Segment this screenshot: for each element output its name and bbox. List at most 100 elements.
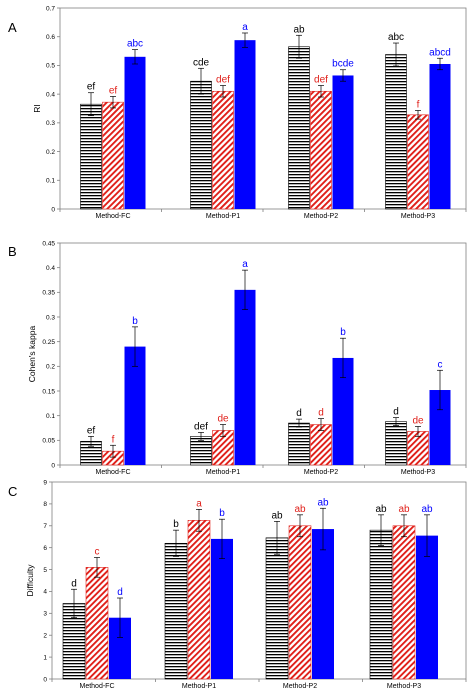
bar bbox=[332, 75, 354, 209]
bar bbox=[332, 357, 354, 465]
bar bbox=[234, 289, 256, 465]
bar bbox=[187, 520, 211, 680]
y-axis-label: RI bbox=[32, 104, 42, 113]
x-category-label: Method-P1 bbox=[206, 213, 240, 220]
bar bbox=[416, 535, 438, 679]
significance-label: ef bbox=[87, 82, 96, 93]
significance-label: a bbox=[196, 498, 202, 509]
bar bbox=[212, 90, 234, 210]
y-tick-label: 0 bbox=[51, 462, 55, 469]
significance-label: ef bbox=[109, 85, 118, 96]
significance-label: a bbox=[242, 259, 248, 270]
x-category-label: Method-FC bbox=[79, 683, 114, 690]
significance-label: ef bbox=[87, 425, 96, 436]
significance-label: abc bbox=[388, 32, 404, 43]
significance-label: ab bbox=[421, 504, 433, 515]
bar bbox=[429, 390, 451, 465]
x-category-label: Method-P2 bbox=[304, 469, 338, 476]
y-tick-label: 0.05 bbox=[42, 438, 55, 445]
bar bbox=[211, 538, 233, 679]
bar bbox=[190, 80, 212, 210]
x-category-label: Method-P1 bbox=[206, 469, 240, 476]
y-tick-label: 0.2 bbox=[46, 364, 55, 371]
bar bbox=[124, 56, 146, 209]
significance-label: c bbox=[438, 359, 443, 370]
y-tick-label: 0.1 bbox=[46, 413, 55, 420]
bar bbox=[407, 114, 429, 210]
y-tick-label: 0.3 bbox=[46, 120, 55, 127]
significance-label: ab bbox=[317, 497, 329, 508]
y-axis-label: Difficulty bbox=[25, 564, 35, 597]
significance-label: b bbox=[132, 316, 138, 327]
significance-label: b bbox=[219, 508, 225, 519]
x-category-label: Method-P3 bbox=[401, 469, 435, 476]
y-tick-label: 0.7 bbox=[46, 5, 55, 12]
x-category-label: Method-FC bbox=[95, 469, 130, 476]
bar bbox=[288, 46, 310, 210]
panel-letter: C bbox=[8, 484, 17, 499]
y-tick-label: 0 bbox=[43, 676, 47, 683]
bar bbox=[102, 101, 124, 210]
significance-label: f bbox=[417, 100, 420, 111]
y-tick-label: 6 bbox=[43, 545, 47, 552]
significance-label: ab bbox=[294, 504, 306, 515]
y-tick-label: 7 bbox=[43, 523, 47, 530]
bar bbox=[109, 617, 131, 679]
significance-label: d bbox=[393, 407, 399, 418]
significance-label: ab bbox=[271, 510, 283, 521]
y-tick-label: 0.15 bbox=[42, 388, 55, 395]
bar bbox=[124, 346, 146, 465]
bar bbox=[265, 537, 289, 680]
significance-label: abcd bbox=[429, 47, 451, 58]
bar bbox=[385, 54, 407, 210]
y-tick-label: 2 bbox=[43, 633, 47, 640]
significance-label: def bbox=[216, 75, 230, 86]
y-tick-label: 5 bbox=[43, 567, 47, 574]
panel-letter: A bbox=[8, 20, 17, 35]
significance-label: b bbox=[340, 327, 346, 338]
y-tick-label: 8 bbox=[43, 501, 47, 508]
bar bbox=[85, 567, 109, 680]
panel-letter: B bbox=[8, 244, 17, 259]
y-tick-label: 0.6 bbox=[46, 34, 55, 41]
y-tick-label: 0.45 bbox=[42, 240, 55, 247]
bar bbox=[164, 542, 188, 680]
significance-label: def bbox=[314, 75, 328, 86]
significance-label: d bbox=[71, 578, 77, 589]
bar bbox=[369, 529, 393, 680]
significance-label: a bbox=[242, 22, 248, 33]
y-tick-label: 0.2 bbox=[46, 149, 55, 156]
bar bbox=[310, 90, 332, 210]
significance-label: de bbox=[217, 414, 229, 425]
y-tick-label: 0.25 bbox=[42, 339, 55, 346]
significance-label: d bbox=[296, 408, 302, 419]
chart-panel-b: 0 0.05 0.1 0.15 0.2 0.25 0.3 0.35 0.4 0.45 Cohen's… bbox=[8, 240, 467, 476]
significance-label: d bbox=[117, 587, 123, 598]
significance-label: f bbox=[112, 434, 115, 445]
y-tick-label: 0.1 bbox=[46, 178, 55, 185]
y-tick-label: 4 bbox=[43, 589, 47, 596]
x-category-label: Method-P3 bbox=[387, 683, 421, 690]
chart-panel-a: 0 0.1 0.2 0.3 0.4 0.5 0.6 0.7 RI A Method-FC Method… bbox=[8, 5, 467, 220]
x-category-label: Method-P1 bbox=[182, 683, 216, 690]
bar bbox=[392, 525, 416, 680]
y-tick-label: 0.35 bbox=[42, 290, 55, 297]
y-axis-label: Cohen's kappa bbox=[27, 326, 37, 383]
chart-panel-c: 0 1 2 3 4 5 6 7 8 9 Difficulty C Method-FC Method-P1 M… bbox=[8, 479, 467, 690]
bar bbox=[429, 63, 451, 209]
y-tick-label: 9 bbox=[43, 479, 47, 486]
significance-label: b bbox=[173, 519, 179, 530]
x-category-label: Method-P2 bbox=[304, 213, 338, 220]
bar bbox=[385, 421, 407, 466]
significance-label: d bbox=[318, 408, 324, 419]
y-tick-label: 0.4 bbox=[46, 265, 55, 272]
significance-label: ab bbox=[398, 504, 410, 515]
x-category-label: Method-P3 bbox=[401, 213, 435, 220]
significance-label: bcde bbox=[332, 59, 354, 70]
significance-label: cde bbox=[193, 57, 210, 68]
y-tick-label: 1 bbox=[43, 654, 47, 661]
significance-label: def bbox=[194, 421, 208, 432]
x-category-label: Method-P2 bbox=[283, 683, 317, 690]
bar bbox=[80, 103, 102, 210]
